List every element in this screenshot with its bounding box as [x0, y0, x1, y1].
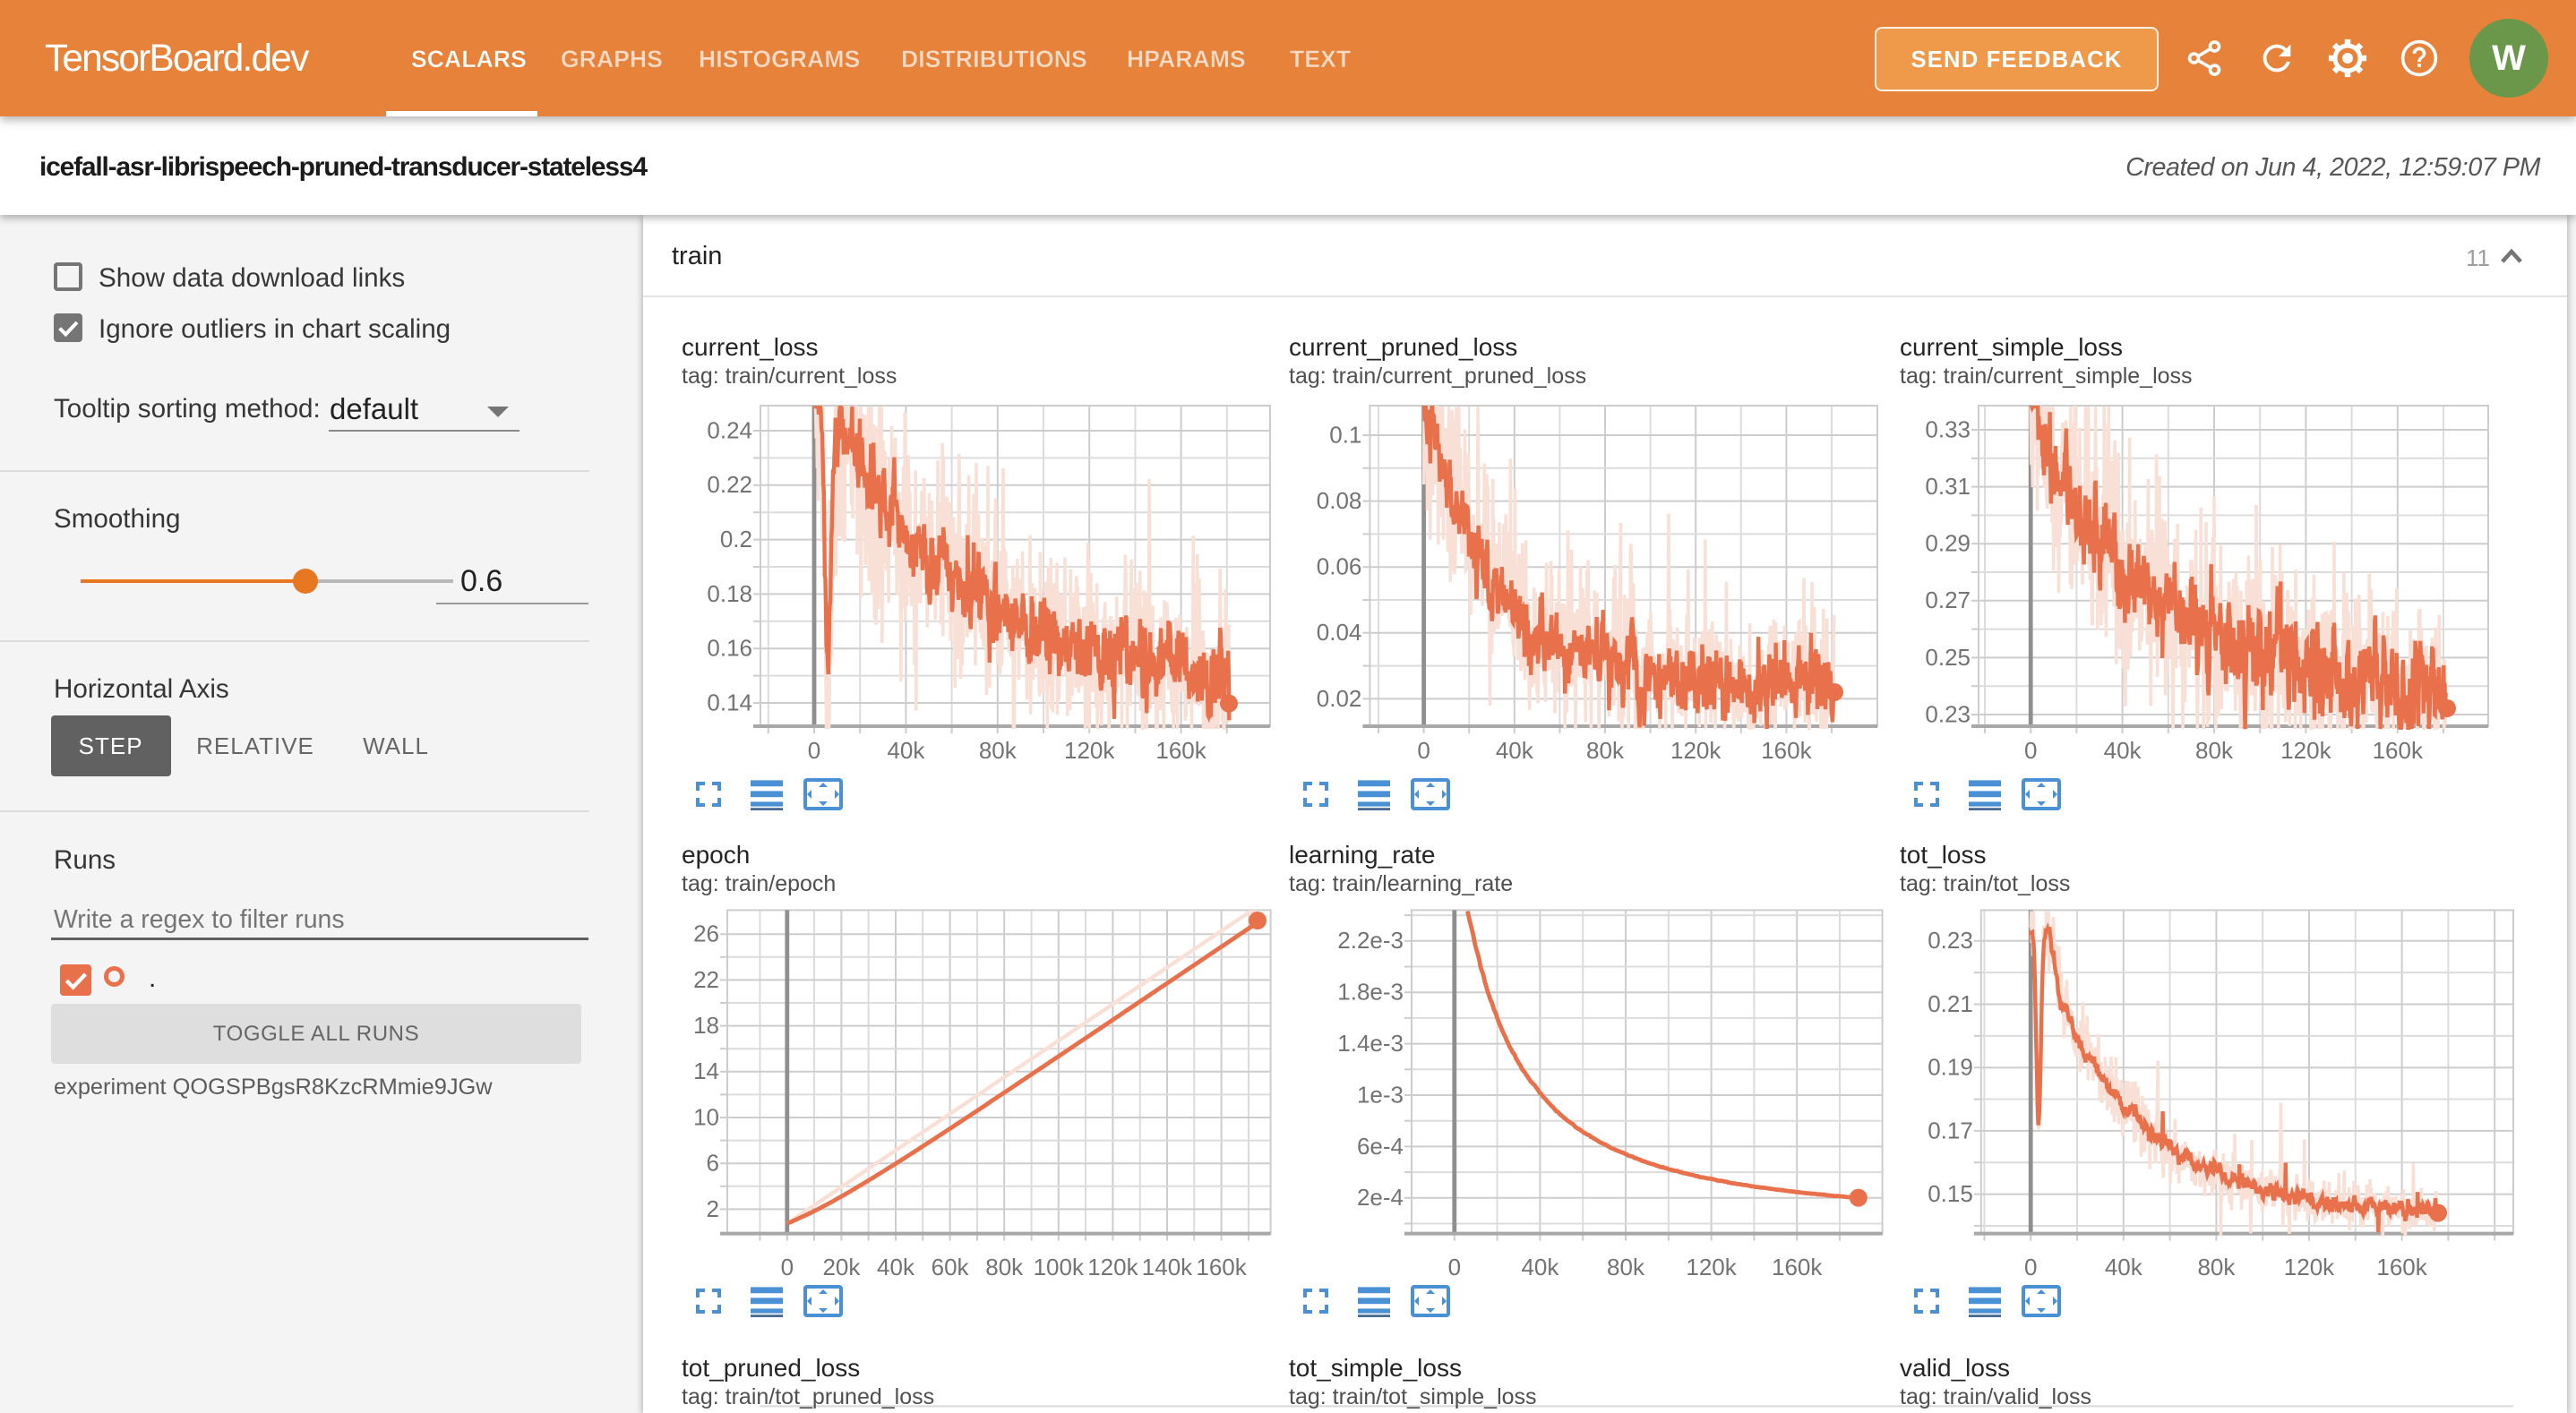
svg-text:0.17: 0.17 [1928, 1117, 1973, 1143]
svg-text:2: 2 [707, 1195, 719, 1222]
svg-text:0.24: 0.24 [707, 416, 752, 443]
svg-text:160k: 160k [1772, 1254, 1823, 1280]
svg-text:120k: 120k [2280, 737, 2331, 764]
svg-text:80k: 80k [2195, 737, 2234, 764]
svg-text:160k: 160k [2373, 737, 2424, 764]
svg-text:80k: 80k [2197, 1254, 2236, 1280]
svg-text:0: 0 [1448, 1254, 1461, 1280]
svg-text:100k: 100k [1034, 1254, 1085, 1280]
svg-text:1e-3: 1e-3 [1357, 1081, 1404, 1108]
svg-text:0: 0 [781, 1254, 794, 1280]
svg-text:40k: 40k [1521, 1254, 1559, 1280]
svg-text:120k: 120k [1670, 737, 1722, 764]
svg-text:40k: 40k [877, 1254, 915, 1280]
svg-text:0: 0 [1417, 737, 1430, 764]
svg-text:6e-4: 6e-4 [1357, 1133, 1404, 1160]
svg-text:0.18: 0.18 [707, 580, 752, 607]
svg-text:60k: 60k [932, 1254, 970, 1280]
svg-text:40k: 40k [1496, 737, 1534, 764]
svg-text:26: 26 [693, 921, 719, 947]
svg-text:0.21: 0.21 [1928, 990, 1973, 1017]
svg-text:14: 14 [693, 1058, 719, 1084]
svg-text:120k: 120k [1087, 1254, 1138, 1280]
svg-text:0: 0 [2024, 1254, 2037, 1280]
svg-text:0: 0 [808, 737, 820, 764]
svg-text:0.14: 0.14 [707, 689, 752, 715]
svg-text:0.23: 0.23 [1925, 700, 1971, 727]
svg-text:160k: 160k [2376, 1254, 2427, 1280]
svg-text:120k: 120k [1686, 1254, 1737, 1280]
svg-text:1.8e-3: 1.8e-3 [1337, 979, 1404, 1006]
svg-text:160k: 160k [1155, 737, 1206, 764]
svg-text:0.1: 0.1 [1329, 421, 1361, 448]
svg-text:0: 0 [2024, 737, 2037, 764]
svg-text:2.2e-3: 2.2e-3 [1337, 927, 1404, 954]
svg-text:140k: 140k [1142, 1254, 1193, 1280]
svg-text:40k: 40k [2105, 1254, 2143, 1280]
svg-text:0.08: 0.08 [1317, 487, 1362, 514]
svg-text:80k: 80k [1586, 737, 1625, 764]
svg-text:80k: 80k [985, 1254, 1024, 1280]
svg-text:0.31: 0.31 [1925, 473, 1971, 500]
svg-text:1.4e-3: 1.4e-3 [1337, 1030, 1404, 1057]
svg-text:80k: 80k [979, 737, 1018, 764]
svg-text:18: 18 [693, 1012, 719, 1039]
svg-text:0.15: 0.15 [1928, 1180, 1973, 1207]
svg-text:0.06: 0.06 [1317, 553, 1362, 580]
svg-text:40k: 40k [887, 737, 925, 764]
svg-text:0.16: 0.16 [707, 635, 752, 662]
svg-text:0.29: 0.29 [1925, 530, 1971, 557]
svg-text:80k: 80k [1607, 1254, 1645, 1280]
svg-text:2e-4: 2e-4 [1357, 1184, 1404, 1211]
svg-text:120k: 120k [2284, 1254, 2335, 1280]
svg-text:6: 6 [707, 1150, 719, 1177]
svg-text:40k: 40k [2104, 737, 2142, 764]
svg-text:0.23: 0.23 [1928, 927, 1973, 954]
svg-text:0.27: 0.27 [1925, 587, 1971, 613]
svg-text:160k: 160k [1761, 737, 1812, 764]
svg-text:10: 10 [693, 1103, 719, 1130]
svg-text:0.04: 0.04 [1317, 619, 1362, 646]
svg-text:20k: 20k [822, 1254, 861, 1280]
svg-text:0.22: 0.22 [707, 471, 752, 498]
svg-text:160k: 160k [1196, 1254, 1247, 1280]
svg-text:0.25: 0.25 [1925, 644, 1971, 671]
svg-text:0.33: 0.33 [1925, 415, 1971, 442]
svg-text:0.2: 0.2 [720, 526, 752, 552]
svg-text:120k: 120k [1064, 737, 1115, 764]
svg-text:0.02: 0.02 [1317, 685, 1362, 712]
svg-text:22: 22 [693, 966, 719, 993]
svg-text:0.19: 0.19 [1928, 1054, 1973, 1081]
